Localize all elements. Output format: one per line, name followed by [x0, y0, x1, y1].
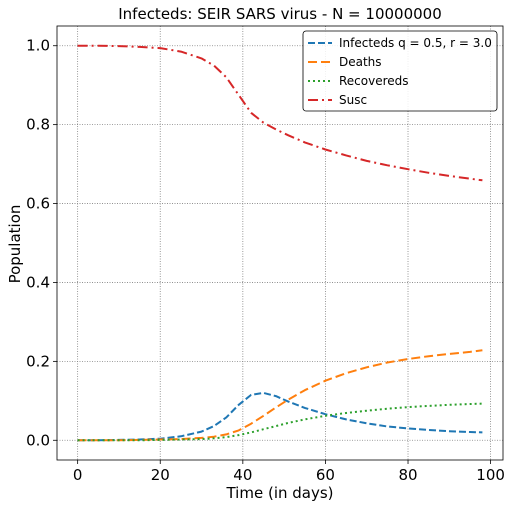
- y-axis-label: Population: [6, 205, 24, 284]
- x-tick-label: 0: [73, 466, 83, 484]
- legend-entry: Recovereds: [339, 74, 409, 88]
- y-axis-ticks: 0.0 0.2 0.4 0.6 0.8 1.0: [26, 37, 57, 449]
- chart-title: Infecteds: SEIR SARS virus - N = 1000000…: [118, 5, 442, 23]
- y-tick-label: 0.4: [26, 273, 50, 291]
- x-tick-label: 20: [151, 466, 170, 484]
- series-lines: [77, 44, 483, 442]
- x-tick-label: 40: [233, 466, 252, 484]
- plot-frame: [56, 25, 504, 461]
- legend-box: [302, 30, 498, 112]
- series-line-susc: [77, 44, 483, 182]
- x-tick-label: 100: [476, 466, 505, 484]
- y-tick-label: 0.2: [26, 352, 50, 370]
- x-axis-ticks: 0 20 40 60 80 100: [73, 460, 505, 484]
- x-tick-label: 60: [316, 466, 335, 484]
- grid: [57, 26, 503, 460]
- legend: Infecteds q = 0.5, r = 3.0 Deaths Recovere…: [302, 30, 498, 112]
- legend-entry: Infecteds q = 0.5, r = 3.0: [339, 36, 492, 50]
- legend-entry: Susc: [339, 93, 367, 107]
- x-axis-label: Time (in days): [225, 484, 333, 502]
- series-line-deaths: [77, 349, 483, 442]
- y-tick-label: 0.8: [26, 116, 50, 134]
- x-tick-label: 80: [398, 466, 417, 484]
- series-line-recovereds: [77, 402, 483, 442]
- y-tick-label: 0.0: [26, 431, 50, 449]
- y-tick-label: 1.0: [26, 37, 50, 55]
- y-tick-label: 0.6: [26, 195, 50, 213]
- legend-entry: Deaths: [339, 55, 382, 69]
- series-line-infecteds: [77, 391, 483, 442]
